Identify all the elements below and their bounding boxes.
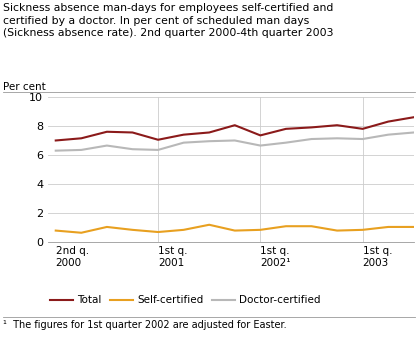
Text: Sickness absence man-days for employees self-certified and
certified by a doctor: Sickness absence man-days for employees …	[3, 3, 334, 38]
Text: ¹  The figures for 1st quarter 2002 are adjusted for Easter.: ¹ The figures for 1st quarter 2002 are a…	[3, 320, 287, 330]
Text: Per cent: Per cent	[3, 82, 46, 92]
Legend: Total, Self-certified, Doctor-certified: Total, Self-certified, Doctor-certified	[46, 291, 324, 309]
